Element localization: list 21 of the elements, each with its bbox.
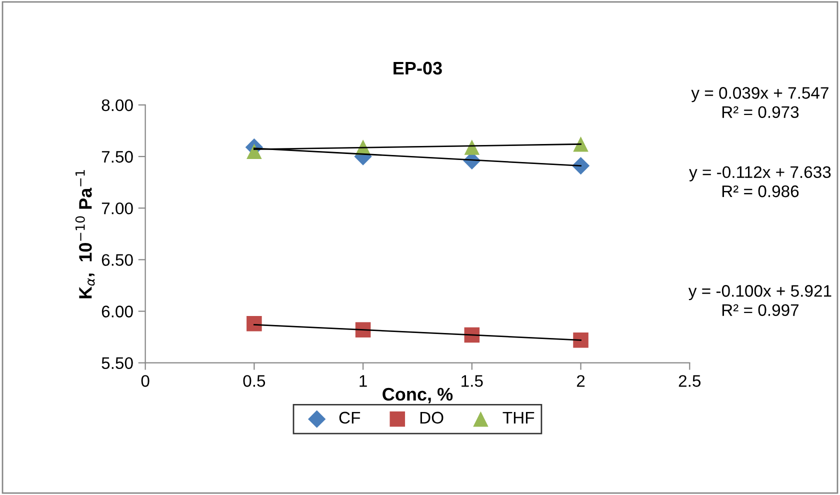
text: y = 0.039x + 7.547 R² = 0.973 — [691, 87, 828, 118]
x-axis-title: Conc, % — [382, 388, 453, 404]
x-tick-label: 2.5 — [678, 375, 701, 387]
x-tick-label: 2 — [576, 375, 585, 387]
annotation: y = -0.100x + 5.921 R² = 0.997 — [688, 285, 832, 316]
y-tick-label: 6.00 — [102, 306, 133, 318]
x-tick-label: 0 — [141, 375, 150, 387]
x-tick-label: 1.5 — [462, 375, 483, 387]
legend-label: CF — [339, 412, 360, 424]
legend-label: THF — [502, 412, 534, 424]
legend-label: DO — [420, 412, 444, 424]
x-tick-label: 0.5 — [243, 375, 266, 387]
y-tick-label: 7.00 — [102, 202, 133, 214]
y-tick-label: 8.00 — [102, 99, 133, 112]
chart-title: EP-03 — [394, 62, 442, 75]
y-tick-label: 7.50 — [102, 150, 133, 163]
y-tick-label: 5.50 — [102, 357, 133, 370]
y-axis-title: K$_{α}$, 10$^{−10}$ Pa$^{−1}$ — [75, 170, 95, 298]
x-tick-label: 1 — [360, 375, 367, 387]
y-tick-label: 6.50 — [102, 254, 133, 266]
annotation: y = -0.112x + 7.633 R² = 0.986 — [689, 166, 831, 198]
